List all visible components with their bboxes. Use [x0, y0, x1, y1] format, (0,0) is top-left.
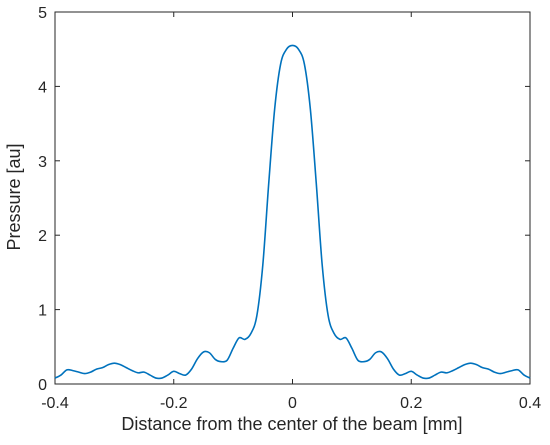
x-tick-label: 0.2	[400, 395, 422, 412]
x-tick-label: -0.4	[41, 395, 69, 412]
x-tick-label: -0.2	[160, 395, 188, 412]
y-tick-label: 4	[38, 79, 47, 96]
y-tick-label: 0	[38, 377, 47, 394]
y-tick-label: 2	[38, 228, 47, 245]
y-tick-label: 5	[38, 5, 47, 22]
x-axis-label: Distance from the center of the beam [mm…	[121, 414, 462, 434]
series-line	[54, 44, 531, 380]
x-tick-label: 0	[288, 395, 297, 412]
y-tick-label: 1	[38, 303, 47, 320]
plot-box	[54, 11, 531, 385]
x-tick-label: 0.4	[519, 395, 541, 412]
y-tick-label: 3	[38, 154, 47, 171]
plot-area: -0.4 -0.2 0 0.2 0.4 0 1 2 3 4 5	[38, 5, 541, 412]
y-axis-label: Pressure [au]	[4, 143, 24, 250]
